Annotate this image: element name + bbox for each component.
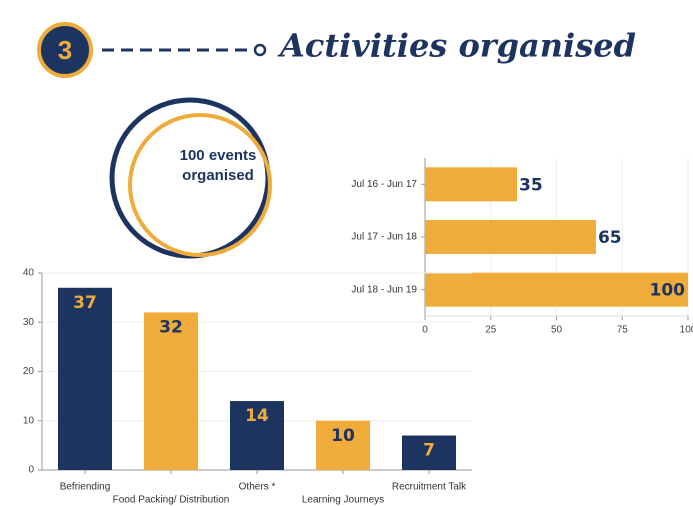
bar xyxy=(425,220,596,254)
highlight-text: organised xyxy=(182,167,254,184)
bar xyxy=(402,435,456,470)
x-tick-label: 75 xyxy=(617,325,629,336)
data-label: 14 xyxy=(245,406,269,426)
y-tick-label: 20 xyxy=(23,366,35,377)
data-label: 7 xyxy=(423,441,435,461)
bar xyxy=(58,287,112,470)
connector-end xyxy=(253,43,267,57)
bar xyxy=(425,167,518,202)
x-tick-label: Recruitment Talk xyxy=(392,482,467,493)
y-tick-label: 40 xyxy=(23,268,35,279)
x-tick-label: 50 xyxy=(551,325,563,336)
data-label: 10 xyxy=(331,426,355,446)
step-number: 3 xyxy=(58,35,72,65)
bar xyxy=(144,312,198,470)
data-label: 65 xyxy=(598,228,622,248)
y-tick-label: Jul 17 - Jun 18 xyxy=(351,232,417,243)
x-tick-label: Others * xyxy=(239,482,276,493)
x-tick-label: Learning Journeys xyxy=(302,495,384,506)
bar xyxy=(230,401,284,470)
section-title: Activities organised xyxy=(277,27,636,65)
x-tick-label: 25 xyxy=(485,325,497,336)
y-tick-label: Jul 18 - Jun 19 xyxy=(351,284,417,295)
step-badge xyxy=(37,22,93,78)
data-label: 100 xyxy=(650,281,686,301)
y-tick-label: 10 xyxy=(23,415,35,426)
highlight-text: 100 events xyxy=(180,147,257,164)
data-label: 35 xyxy=(519,175,543,195)
data-label: 32 xyxy=(159,317,183,337)
x-tick-label: Food Packing/ Distribution xyxy=(113,495,230,506)
x-tick-label: Befriending xyxy=(60,482,111,493)
highlight-ring-inner xyxy=(128,113,272,257)
bar xyxy=(425,272,688,307)
y-tick-label: Jul 16 - Jun 17 xyxy=(351,179,417,190)
bar xyxy=(316,420,370,470)
x-tick-label: 100 xyxy=(680,325,693,336)
data-label: 37 xyxy=(73,293,97,313)
y-tick-label: 30 xyxy=(23,317,35,328)
y-tick-label: 0 xyxy=(28,465,34,476)
x-tick-label: 0 xyxy=(422,325,428,336)
